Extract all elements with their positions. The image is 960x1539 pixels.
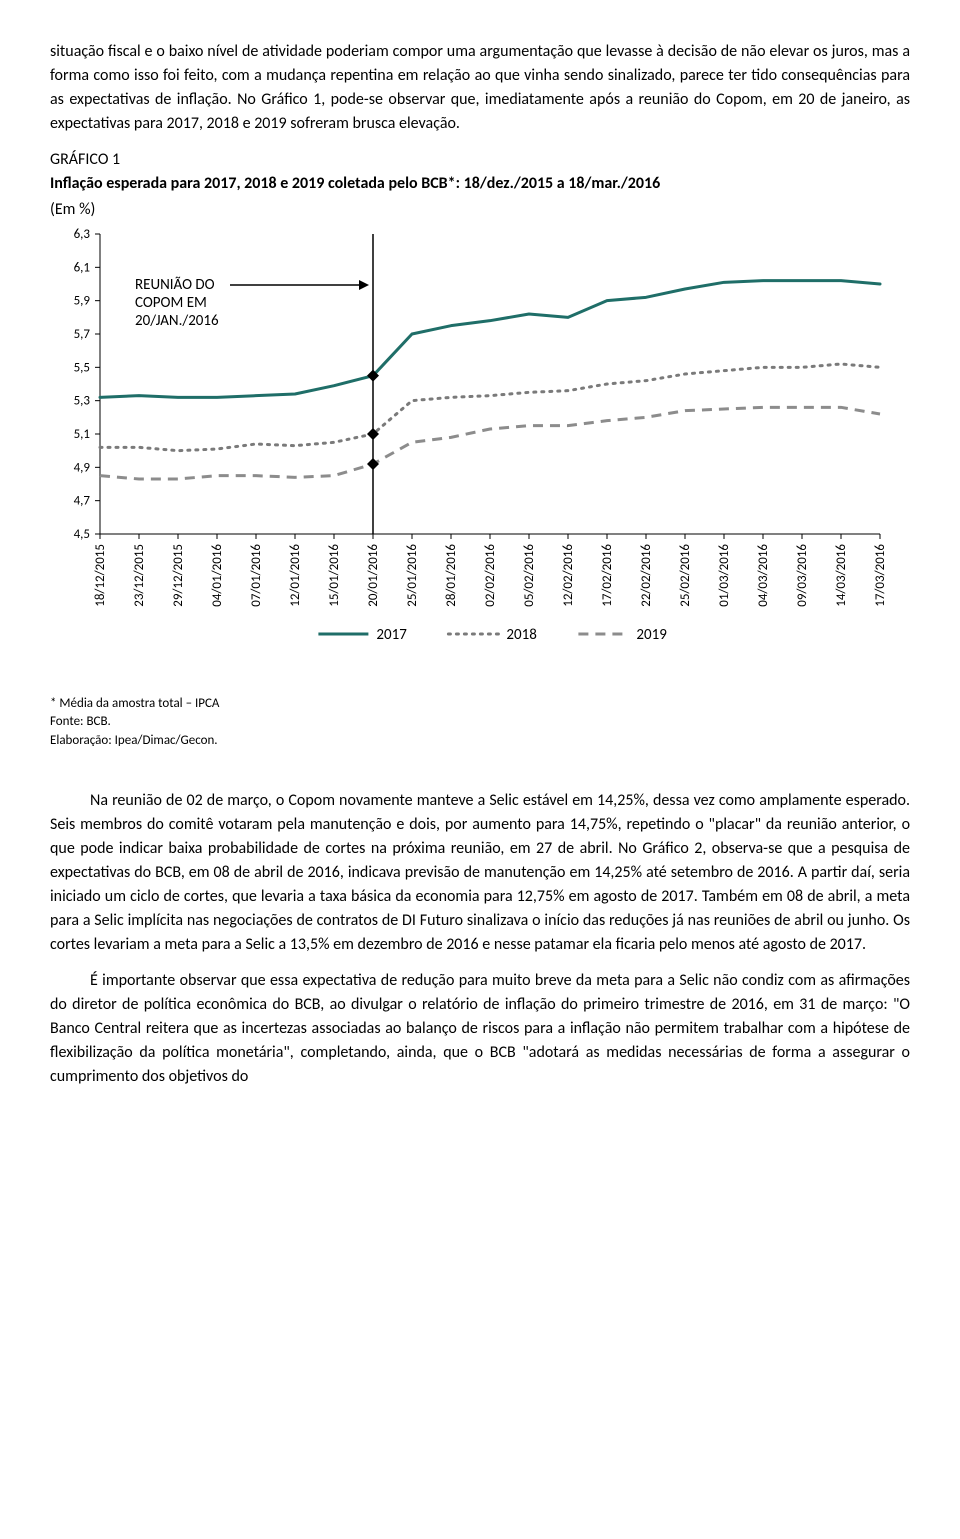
svg-text:18/12/2015: 18/12/2015 [93, 544, 108, 607]
svg-text:29/12/2015: 29/12/2015 [171, 544, 186, 607]
svg-text:15/01/2016: 15/01/2016 [327, 544, 342, 607]
paragraph-2: Na reunião de 02 de março, o Copom novam… [50, 789, 910, 957]
svg-text:4,7: 4,7 [74, 494, 91, 509]
chart-svg: 4,5 4,7 4,9 5,1 5,3 5,5 5,7 5,9 6,1 6,3 18/12/2015… [50, 224, 910, 694]
svg-text:12/01/2016: 12/01/2016 [288, 544, 303, 607]
svg-text:25/02/2016: 25/02/2016 [678, 544, 693, 607]
svg-text:2019: 2019 [636, 626, 667, 644]
svg-text:5,1: 5,1 [74, 427, 90, 442]
svg-text:05/02/2016: 05/02/2016 [522, 544, 537, 607]
paragraph-3: É importante observar que essa expectati… [50, 969, 910, 1089]
svg-text:2018: 2018 [506, 626, 536, 644]
svg-text:4,5: 4,5 [74, 527, 90, 542]
svg-text:04/01/2016: 04/01/2016 [210, 544, 225, 607]
chart-footnote-1: * Média da amostra total – IPCA [50, 696, 910, 712]
chart-unit: (Em %) [50, 198, 910, 222]
svg-text:25/01/2016: 25/01/2016 [405, 544, 420, 607]
chart-label: GRÁFICO 1 [50, 148, 910, 172]
svg-text:14/03/2016: 14/03/2016 [834, 544, 849, 607]
svg-text:5,5: 5,5 [74, 360, 90, 375]
svg-text:6,3: 6,3 [74, 227, 91, 242]
svg-text:17/03/2016: 17/03/2016 [873, 544, 888, 607]
svg-text:09/03/2016: 09/03/2016 [795, 544, 810, 607]
svg-text:5,9: 5,9 [74, 294, 91, 309]
svg-text:17/02/2016: 17/02/2016 [600, 544, 615, 607]
svg-text:6,1: 6,1 [74, 260, 90, 275]
svg-text:2017: 2017 [376, 626, 407, 644]
svg-text:23/12/2015: 23/12/2015 [132, 544, 147, 607]
svg-text:01/03/2016: 01/03/2016 [717, 544, 732, 607]
svg-text:22/02/2016: 22/02/2016 [639, 544, 654, 607]
svg-text:4,9: 4,9 [74, 460, 91, 475]
svg-text:28/01/2016: 28/01/2016 [444, 544, 459, 607]
svg-text:REUNIÃO DO: REUNIÃO DO [135, 276, 215, 294]
svg-text:12/02/2016: 12/02/2016 [561, 544, 576, 607]
chart-footnote-3: Elaboração: Ipea/Dimac/Gecon. [50, 733, 910, 749]
svg-text:5,7: 5,7 [74, 327, 91, 342]
svg-text:20/JAN./2016: 20/JAN./2016 [135, 312, 219, 330]
chart-svg-wrap: 4,5 4,7 4,9 5,1 5,3 5,5 5,7 5,9 6,1 6,3 18/12/2015… [50, 224, 910, 694]
chart-footnote-2: Fonte: BCB. [50, 714, 910, 730]
svg-text:COPOM EM: COPOM EM [135, 294, 207, 312]
svg-text:02/02/2016: 02/02/2016 [483, 544, 498, 607]
svg-text:04/03/2016: 04/03/2016 [756, 544, 771, 607]
paragraph-1: situação fiscal e o baixo nível de ativi… [50, 40, 910, 136]
chart-title: Inflação esperada para 2017, 2018 e 2019… [50, 174, 660, 193]
chart-1: GRÁFICO 1 Inflação esperada para 2017, 2… [50, 148, 910, 749]
svg-text:20/01/2016: 20/01/2016 [366, 544, 381, 607]
svg-text:07/01/2016: 07/01/2016 [249, 544, 264, 607]
svg-text:5,3: 5,3 [74, 394, 91, 409]
